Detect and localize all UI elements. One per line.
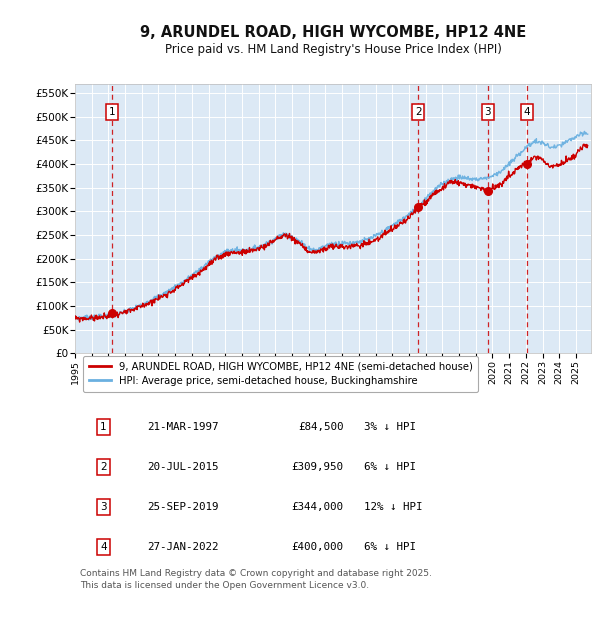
Text: 2: 2 [100,463,107,472]
Text: 6% ↓ HPI: 6% ↓ HPI [364,463,416,472]
Text: 2: 2 [415,107,421,117]
Text: £309,950: £309,950 [292,463,343,472]
Text: 21-MAR-1997: 21-MAR-1997 [147,422,219,432]
Text: 1: 1 [100,422,107,432]
Text: 4: 4 [100,542,107,552]
Text: 3% ↓ HPI: 3% ↓ HPI [364,422,416,432]
Text: £84,500: £84,500 [298,422,343,432]
Text: Price paid vs. HM Land Registry's House Price Index (HPI): Price paid vs. HM Land Registry's House … [164,43,502,56]
Text: 27-JAN-2022: 27-JAN-2022 [147,542,219,552]
Text: 20-JUL-2015: 20-JUL-2015 [147,463,219,472]
Text: 3: 3 [100,502,107,512]
Text: 1: 1 [109,107,115,117]
Text: 25-SEP-2019: 25-SEP-2019 [147,502,219,512]
Text: 9, ARUNDEL ROAD, HIGH WYCOMBE, HP12 4NE: 9, ARUNDEL ROAD, HIGH WYCOMBE, HP12 4NE [140,25,526,40]
Text: 12% ↓ HPI: 12% ↓ HPI [364,502,422,512]
Text: £400,000: £400,000 [292,542,343,552]
Legend: 9, ARUNDEL ROAD, HIGH WYCOMBE, HP12 4NE (semi-detached house), HPI: Average pric: 9, ARUNDEL ROAD, HIGH WYCOMBE, HP12 4NE … [83,356,478,392]
Text: 3: 3 [485,107,491,117]
Text: 4: 4 [524,107,530,117]
Text: Contains HM Land Registry data © Crown copyright and database right 2025.
This d: Contains HM Land Registry data © Crown c… [80,569,432,590]
Text: 6% ↓ HPI: 6% ↓ HPI [364,542,416,552]
Text: £344,000: £344,000 [292,502,343,512]
